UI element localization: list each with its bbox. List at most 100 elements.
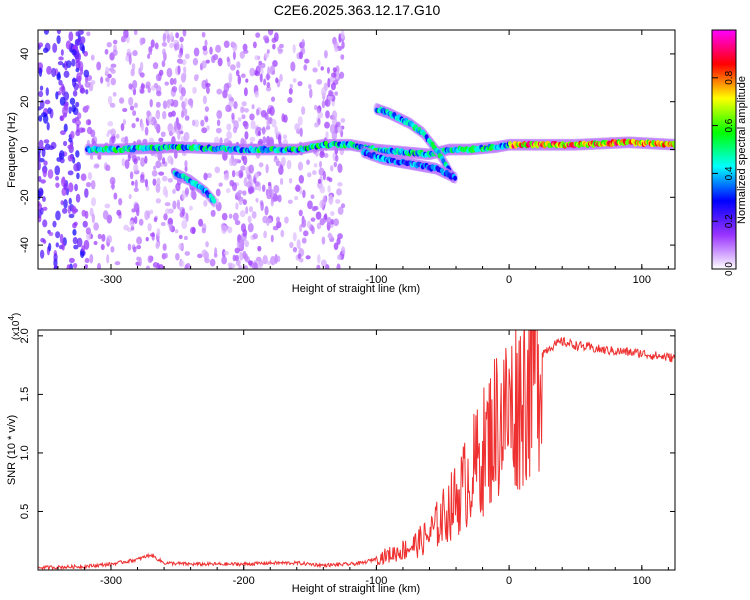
spectrogram-noise-cell (86, 140, 91, 145)
spectrogram-noise-cell (53, 253, 58, 262)
spectrogram-noise-cell (240, 106, 244, 114)
spectrogram-trace-cell (672, 143, 675, 149)
spectrogram-noise-cell (214, 247, 218, 258)
spectrogram-noise-cell (86, 31, 91, 37)
snr-multiplier-base: (x10 (11, 320, 22, 340)
spectrogram-noise-cell (43, 160, 48, 166)
spectrogram-noise-cell (119, 97, 125, 104)
spectrogram-noise-cell (172, 99, 179, 108)
spectrogram-noise-cell (294, 195, 298, 201)
spectrogram-noise-cell (237, 196, 244, 202)
spectrogram-noise-cell (255, 32, 261, 38)
spectrogram-noise-cell (139, 37, 144, 46)
spectrogram-noise-cell (46, 65, 52, 75)
spectrogram-noise-cell (201, 60, 207, 69)
spectrogram-noise-cell (327, 185, 331, 193)
spectrogram-noise-cell (272, 60, 278, 68)
spectrogram-noise-cell (157, 151, 163, 161)
spectrogram-noise-cell (252, 233, 258, 240)
spectrogram-noise-cell (124, 135, 129, 146)
spectrogram-noise-cell (326, 176, 331, 181)
spectrogram-noise-cell (320, 259, 327, 267)
spectrogram-noise-cell (235, 259, 241, 267)
colorbar-tick-label: 0.8 (724, 70, 735, 84)
spectrogram-marks (38, 30, 675, 269)
spectrogram-noise-cell (298, 257, 304, 263)
spectrogram-noise-cell (194, 119, 199, 128)
spectrogram-noise-cell (280, 229, 285, 238)
spectrogram-noise-cell (231, 158, 238, 167)
spectrogram-noise-cell (204, 106, 210, 112)
spectrogram-noise-cell (245, 78, 249, 83)
spectrogram-noise-cell (238, 265, 243, 269)
spectrogram-noise-cell (314, 122, 320, 128)
spectrogram-noise-cell (321, 236, 326, 245)
spectrogram-noise-cell (240, 73, 246, 79)
spectrogram-noise-cell (179, 95, 184, 101)
spectrogram-noise-cell (339, 71, 345, 79)
spectrogram-noise-cell (162, 186, 168, 197)
spectrogram-noise-cell (167, 217, 174, 226)
snr-x-tick-label: -100 (365, 575, 387, 587)
spectrogram-noise-cell (337, 254, 342, 261)
spectrogram-noise-cell (152, 62, 159, 70)
spectrogram-noise-cell (48, 145, 55, 151)
spectrogram-noise-cell (279, 43, 284, 49)
spectrogram-noise-cell (173, 77, 177, 85)
spectrogram-noise-cell (206, 125, 210, 131)
spectrogram-x-ticks: -300 -200 -100 0 100 (57, 30, 669, 286)
colorbar-ticks: 0.0 0.2 0.4 0.6 0.8 (712, 70, 735, 276)
spectrogram-noise-cell (288, 177, 293, 184)
spectrogram-noise-cell (72, 77, 77, 88)
snr-y-tick-label: 0.5 (19, 504, 31, 519)
spectrogram-noise-cell (110, 128, 117, 137)
spectrogram-noise-cell (72, 229, 77, 236)
spectrogram-noise-cell (222, 151, 228, 161)
spectrogram-noise-cell (97, 262, 102, 269)
spectrogram-noise-cell (178, 234, 183, 240)
spectrogram-noise-cell (254, 180, 260, 187)
spectrogram-noise-cell (315, 211, 322, 220)
spectrogram-noise-cell (101, 233, 106, 242)
spectrogram-noise-cell (81, 127, 86, 133)
spectrogram-noise-cell (56, 73, 61, 81)
spectrogram-noise-cell (153, 165, 157, 171)
spectrogram-noise-cell (55, 182, 60, 188)
spectrogram-noise-cell (65, 60, 72, 69)
spectrogram-noise-cell (82, 220, 88, 228)
spectrogram-noise-cell (264, 52, 269, 59)
spectrogram-noise-cell (284, 216, 289, 224)
colorbar-tick-label: 0.4 (724, 166, 735, 180)
spectrogram-noise-cell (333, 218, 339, 227)
spectrogram-noise-cell (201, 249, 208, 258)
spectrogram-noise-cell (106, 254, 110, 264)
spectrogram-noise-cell (209, 258, 216, 267)
spectrogram-noise-cell (48, 242, 52, 252)
spectrogram-noise-cell (129, 171, 134, 180)
spectrogram-noise-cell (308, 84, 312, 89)
spectrogram-noise-cell (283, 114, 288, 123)
spectrogram-noise-cell (60, 130, 66, 136)
spectrogram-noise-cell (260, 201, 264, 212)
spectrogram-noise-cell (273, 32, 279, 42)
spectrogram-noise-cell (307, 172, 312, 178)
spectrogram-noise-cell (63, 183, 68, 191)
spectrogram-noise-cell (144, 178, 149, 188)
spectrogram-noise-cell (41, 147, 46, 158)
spectrogram-noise-cell (241, 114, 246, 120)
spectrogram-noise-cell (204, 39, 208, 47)
spectrogram-noise-cell (58, 79, 63, 86)
spectrogram-noise-cell (297, 81, 303, 87)
spectrogram-noise-cell (333, 161, 338, 168)
spectrogram-noise-cell (61, 241, 65, 251)
spectrogram-noise-cell (154, 42, 159, 50)
spectrogram-noise-cell (169, 31, 174, 42)
spectrogram-noise-cell (38, 175, 42, 183)
spectrogram-noise-cell (48, 232, 54, 237)
spectrogram-noise-cell (163, 213, 168, 221)
spectrogram-noise-cell (317, 178, 322, 184)
spectrogram-noise-cell (231, 170, 236, 178)
spectrogram-noise-cell (184, 251, 191, 256)
spectrogram-noise-cell (210, 209, 216, 217)
